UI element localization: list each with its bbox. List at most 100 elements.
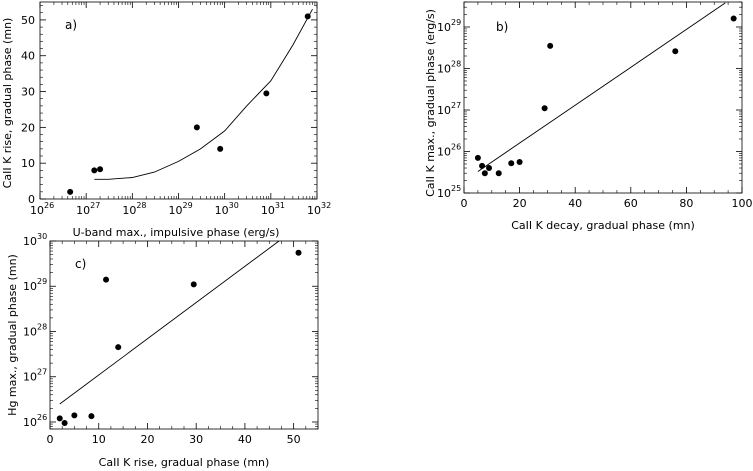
y-tick-exponent: 30 [37, 232, 47, 241]
panel-c: c) CaII K rise, gradual phase (mn) Hg ma… [6, 232, 319, 469]
panel-b-x-axis-label: CaII K decay, gradual phase (mn) [511, 219, 695, 232]
data-point [516, 158, 523, 165]
y-tick-exponent: 28 [37, 322, 47, 331]
x-tick-label: 40 [238, 433, 252, 446]
panel-a: a) U-band max., impulsive phase (erg/s) … [1, 1, 331, 239]
data-point [97, 166, 104, 173]
x-tick-exponent: 28 [136, 201, 146, 210]
y-tick-label: 10 [437, 104, 451, 117]
y-tick-exponent: 29 [37, 277, 47, 286]
panel-a-x-axis-label: U-band max., impulsive phase (erg/s) [73, 226, 280, 239]
data-point [474, 154, 481, 161]
y-tick-exponent: 26 [451, 142, 461, 151]
fit-curve [94, 8, 313, 180]
y-tick-exponent: 28 [451, 59, 461, 68]
data-point [88, 413, 95, 420]
data-point [547, 42, 554, 49]
y-tick-label: 10 [23, 235, 37, 248]
data-point [263, 90, 270, 97]
data-point [91, 167, 98, 174]
y-tick-label: 30 [21, 86, 35, 99]
data-point [672, 48, 679, 55]
data-point [479, 162, 486, 169]
y-tick-label: 10 [21, 157, 35, 170]
data-point [115, 344, 122, 351]
x-tick-label: 80 [679, 197, 693, 210]
x-tick-label: 30 [189, 433, 203, 446]
data-point [481, 170, 488, 177]
x-tick-label: 0 [47, 433, 54, 446]
y-tick-exponent: 27 [37, 368, 47, 377]
panel-a-frame [39, 1, 318, 200]
x-tick-label: 0 [461, 197, 468, 210]
panel-c-frame [49, 240, 319, 430]
data-point [61, 419, 68, 426]
x-tick-label: 10 [215, 204, 229, 217]
panel-a-y-axis-label: CaII K rise, gradual phase (mn) [1, 18, 14, 189]
x-tick-label: 100 [732, 197, 753, 210]
y-tick-label: 10 [437, 62, 451, 75]
x-tick-label: 20 [513, 197, 527, 210]
data-point [190, 281, 197, 288]
panel-c-points [56, 249, 302, 426]
data-point [217, 145, 224, 152]
panel-c-label: c) [75, 257, 86, 271]
data-point [508, 160, 515, 167]
panel-b-y-axis-label: CaII K max., gradual phase (erg/s) [424, 9, 437, 197]
x-tick-exponent: 26 [44, 201, 54, 210]
x-tick-label: 40 [568, 197, 582, 210]
panel-b-label: b) [496, 20, 508, 34]
panel-c-fit [59, 240, 280, 405]
y-tick-label: 10 [23, 325, 37, 338]
panel-b-fit [477, 2, 726, 172]
data-point [71, 412, 78, 419]
x-tick-label: 10 [261, 204, 275, 217]
x-tick-label: 10 [92, 433, 106, 446]
y-tick-label: 40 [21, 50, 35, 63]
y-tick-label: 10 [23, 416, 37, 429]
x-tick-exponent: 30 [229, 201, 239, 210]
y-tick-label: 10 [437, 187, 451, 200]
y-tick-label: 0 [28, 193, 35, 206]
x-tick-label: 10 [307, 204, 321, 217]
x-tick-exponent: 31 [275, 201, 285, 210]
x-tick-label: 20 [140, 433, 154, 446]
data-point [541, 105, 548, 112]
panel-c-y-axis-label: Hg max., gradual phase (mn) [6, 254, 19, 416]
data-point [295, 249, 302, 256]
y-tick-label: 50 [21, 14, 35, 27]
y-tick-exponent: 27 [451, 101, 461, 110]
panel-b: b) CaII K decay, gradual phase (mn) CaII… [424, 1, 753, 232]
panel-b-points [474, 15, 737, 177]
x-tick-label: 10 [122, 204, 136, 217]
x-tick-label: 60 [624, 197, 638, 210]
fit-line [59, 240, 280, 405]
panel-a-fit [94, 8, 313, 180]
x-tick-label: 50 [287, 433, 301, 446]
data-point [304, 13, 311, 20]
panel-c-x-axis-label: CaII K rise, gradual phase (mn) [99, 456, 270, 469]
y-tick-label: 10 [437, 21, 451, 34]
x-tick-label: 10 [76, 204, 90, 217]
y-tick-label: 10 [23, 371, 37, 384]
y-tick-exponent: 26 [37, 413, 47, 422]
data-point [67, 188, 74, 195]
y-tick-label: 20 [21, 121, 35, 134]
data-point [193, 124, 200, 131]
data-point [56, 415, 63, 422]
x-tick-label: 10 [169, 204, 183, 217]
x-tick-label: 10 [30, 204, 44, 217]
x-tick-exponent: 32 [321, 201, 331, 210]
x-tick-exponent: 29 [183, 201, 193, 210]
y-tick-exponent: 29 [451, 18, 461, 27]
data-point [486, 165, 493, 172]
y-tick-exponent: 25 [451, 184, 461, 193]
y-tick-label: 10 [437, 145, 451, 158]
fit-line [477, 2, 726, 172]
data-point [103, 276, 110, 283]
data-point [495, 170, 502, 177]
